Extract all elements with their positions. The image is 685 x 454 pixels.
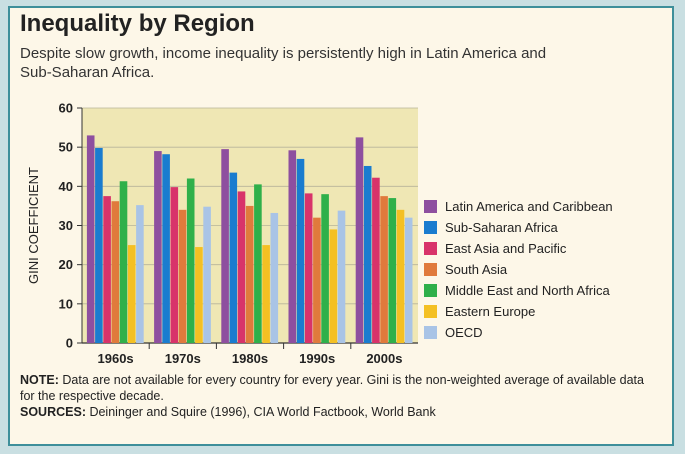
bar [270,212,279,343]
bar [262,245,270,343]
bar [245,205,254,343]
legend-label: Middle East and North Africa [445,283,610,298]
bar [136,205,144,343]
bar [186,178,195,343]
bar [103,196,111,343]
y-axis-title: GINI COEFFICIENT [26,167,41,284]
legend-swatch [424,221,437,234]
legend-label: South Asia [445,262,508,277]
bar [203,206,211,343]
y-tick-label: 60 [59,101,73,116]
chart-notes: NOTE: Data are not available for every c… [20,372,660,420]
legend-item: Eastern Europe [424,301,613,322]
legend-item: Latin America and Caribbean [424,196,613,217]
bar [337,210,346,343]
bar [195,247,203,343]
legend-label: Sub-Saharan Africa [445,220,558,235]
bar [388,198,397,343]
legend-swatch [424,263,437,276]
legend-item: East Asia and Pacific [424,238,613,259]
y-tick-label: 40 [59,179,73,194]
bar [313,217,321,343]
bar [321,194,329,343]
note-text: Data are not available for every country… [20,373,644,403]
legend-swatch [424,242,437,255]
legend-swatch [424,326,437,339]
bar [363,165,372,343]
bar [119,181,128,343]
bar [170,187,179,343]
chart-legend: Latin America and Caribbean Sub-Saharan A… [424,196,613,343]
note-line: NOTE: Data are not available for every c… [20,372,660,404]
bar [372,177,380,343]
y-tick-label: 10 [59,296,73,311]
sources-label: SOURCES: [20,405,86,419]
bar [254,184,262,343]
bar [329,229,338,343]
legend-label: Latin America and Caribbean [445,199,613,214]
bar [304,193,313,343]
legend-label: Eastern Europe [445,304,536,319]
bar [296,158,305,343]
bar [355,137,364,343]
bar [162,154,170,343]
legend-item: South Asia [424,259,613,280]
y-tick-label: 0 [66,336,73,351]
note-label: NOTE: [20,373,59,387]
bar [178,209,187,343]
bar [86,135,95,343]
y-tick-label: 30 [59,218,73,233]
chart-title: Inequality by Region [20,10,255,37]
bar [154,151,162,343]
x-tick-label: 1960s [98,351,134,366]
bar [288,150,297,343]
bar [127,245,136,343]
sources-text: Deininger and Squire (1996), CIA World F… [85,405,436,419]
legend-item: Middle East and North Africa [424,280,613,301]
x-tick-label: 1980s [232,351,268,366]
x-tick-label: 2000s [366,351,402,366]
bar [221,149,229,343]
bar [396,209,405,343]
legend-label: OECD [445,325,483,340]
legend-swatch [424,200,437,213]
legend-swatch [424,284,437,297]
x-tick-label: 1970s [165,351,201,366]
bar [404,217,413,343]
legend-label: East Asia and Pacific [445,241,567,256]
x-tick-label: 1990s [299,351,335,366]
bar [237,191,246,343]
bar [95,147,103,343]
legend-swatch [424,305,437,318]
chart-subtitle: Despite slow growth, income inequality i… [20,45,547,81]
legend-item: OECD [424,322,613,343]
y-tick-label: 20 [59,257,73,272]
bar [229,172,238,343]
y-tick-label: 50 [59,140,73,155]
legend-item: Sub-Saharan Africa [424,217,613,238]
sources-line: SOURCES: Deininger and Squire (1996), CI… [20,404,660,420]
bar [380,196,388,343]
bar [111,201,120,343]
